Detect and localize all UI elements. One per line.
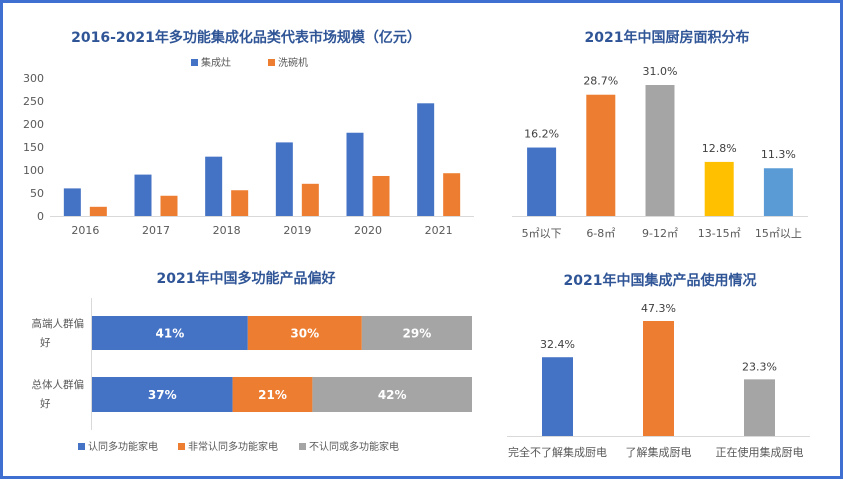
market-x-tick: 2020	[354, 224, 382, 237]
pref-segment-disagree	[361, 316, 472, 350]
market-x-tick: 2016	[71, 224, 99, 237]
usage-data-label: 23.3%	[742, 360, 777, 373]
market-size-chart: 0 50 100 150 200 250 300 2016 2017 2018 2019 2020 20…	[23, 72, 474, 237]
legend-label-agree: 认同多功能家电	[88, 440, 158, 453]
usage-x-tick: 正在使用集成厨电	[716, 445, 804, 459]
area-x-tick: 5㎡以下	[522, 227, 562, 240]
kitchen-area-chart: 16.2% 5㎡以下 28.7% 6-8㎡ 31.0% 9-12㎡ 12.8% 13-15㎡ 1…	[512, 65, 808, 240]
market-bar-dishwasher	[443, 173, 461, 216]
market-bar-dishwasher	[301, 183, 319, 216]
usage-chart: 32.4% 完全不了解集成厨电 47.3% 了解集成厨电 23.3% 正在使用集成厨电	[507, 302, 810, 459]
market-y-tick: 50	[30, 187, 44, 200]
market-y-tick: 100	[23, 164, 44, 177]
pref-segment-strongly-agree	[232, 377, 313, 412]
market-x-tick: 2019	[283, 224, 311, 237]
legend-label-dishwasher: 洗碗机	[278, 56, 308, 69]
area-data-label: 11.3%	[761, 148, 796, 161]
market-bar-stove	[134, 174, 152, 216]
area-x-tick: 15㎡以上	[755, 227, 802, 240]
pref-segment-agree	[92, 377, 233, 412]
area-bar	[586, 94, 616, 216]
pref-data-label: 30%	[290, 327, 319, 341]
market-size-legend: 集成灶 洗碗机	[191, 56, 308, 69]
market-bar-stove	[63, 188, 81, 216]
pref-category-label: 高端人群偏	[32, 317, 85, 330]
market-bar-dishwasher	[160, 195, 178, 216]
market-bar-stove	[346, 132, 364, 216]
usage-x-tick: 了解集成厨电	[626, 445, 692, 459]
market-y-tick: 200	[23, 118, 44, 131]
preference-legend: 认同多功能家电 非常认同多功能家电 不认同或多功能家电	[78, 440, 399, 453]
usage-title: 2021年中国集成产品使用情况	[564, 272, 757, 289]
market-x-tick: 2017	[142, 224, 170, 237]
pref-data-label: 41%	[156, 327, 185, 341]
usage-bar	[744, 379, 775, 436]
legend-swatch-disagree	[299, 443, 306, 450]
market-bar-dishwasher	[372, 175, 390, 216]
pref-data-label: 29%	[403, 327, 432, 341]
area-bar	[763, 168, 793, 216]
area-data-label: 16.2%	[524, 128, 559, 141]
market-y-tick: 250	[23, 95, 44, 108]
legend-label-disagree: 不认同或多功能家电	[309, 440, 399, 453]
usage-data-label: 32.4%	[540, 338, 575, 351]
legend-label-strongly-agree: 非常认同多功能家电	[188, 440, 278, 453]
pref-category-label: 总体人群偏	[32, 378, 85, 391]
pref-segment-disagree	[312, 377, 472, 412]
market-bar-stove	[275, 142, 293, 216]
area-bar	[704, 161, 734, 216]
area-x-tick: 13-15㎡	[698, 227, 741, 240]
market-y-tick: 300	[23, 72, 44, 85]
pref-data-label: 37%	[148, 388, 177, 402]
area-data-label: 12.8%	[702, 142, 737, 155]
area-x-tick: 6-8㎡	[586, 227, 615, 240]
pref-category-label-wrap: 好	[40, 398, 51, 410]
pref-data-label: 21%	[258, 388, 287, 402]
pref-category-label-wrap: 好	[40, 337, 51, 349]
area-bar	[527, 147, 557, 216]
pref-data-label: 42%	[378, 388, 407, 402]
market-x-tick: 2021	[425, 224, 453, 237]
area-bar	[645, 85, 675, 216]
preference-title: 2021年中国多功能产品偏好	[157, 270, 336, 287]
pref-segment-strongly-agree	[247, 316, 362, 350]
usage-x-tick: 完全不了解集成厨电	[508, 445, 607, 459]
market-bar-dishwasher	[89, 206, 107, 216]
kitchen-area-title: 2021年中国厨房面积分布	[585, 29, 750, 46]
market-x-tick: 2018	[213, 224, 241, 237]
market-bar-dishwasher	[231, 190, 249, 216]
market-y-tick: 150	[23, 141, 44, 154]
legend-swatch-agree	[78, 443, 85, 450]
legend-swatch-dishwasher	[268, 59, 275, 66]
market-size-title: 2016-2021年多功能集成化品类代表市场规模（亿元）	[71, 29, 421, 46]
usage-bar	[643, 321, 674, 436]
legend-label-stove: 集成灶	[201, 56, 231, 69]
area-data-label: 28.7%	[583, 75, 618, 88]
area-data-label: 31.0%	[643, 65, 678, 78]
legend-swatch-stove	[191, 59, 198, 66]
area-x-tick: 9-12㎡	[642, 227, 678, 240]
usage-data-label: 47.3%	[641, 302, 676, 315]
market-bar-stove	[417, 103, 435, 216]
pref-segment-agree	[92, 316, 248, 350]
usage-bar	[542, 357, 573, 436]
market-y-tick: 0	[37, 210, 44, 223]
legend-swatch-strongly-agree	[178, 443, 185, 450]
market-bar-stove	[205, 156, 223, 216]
